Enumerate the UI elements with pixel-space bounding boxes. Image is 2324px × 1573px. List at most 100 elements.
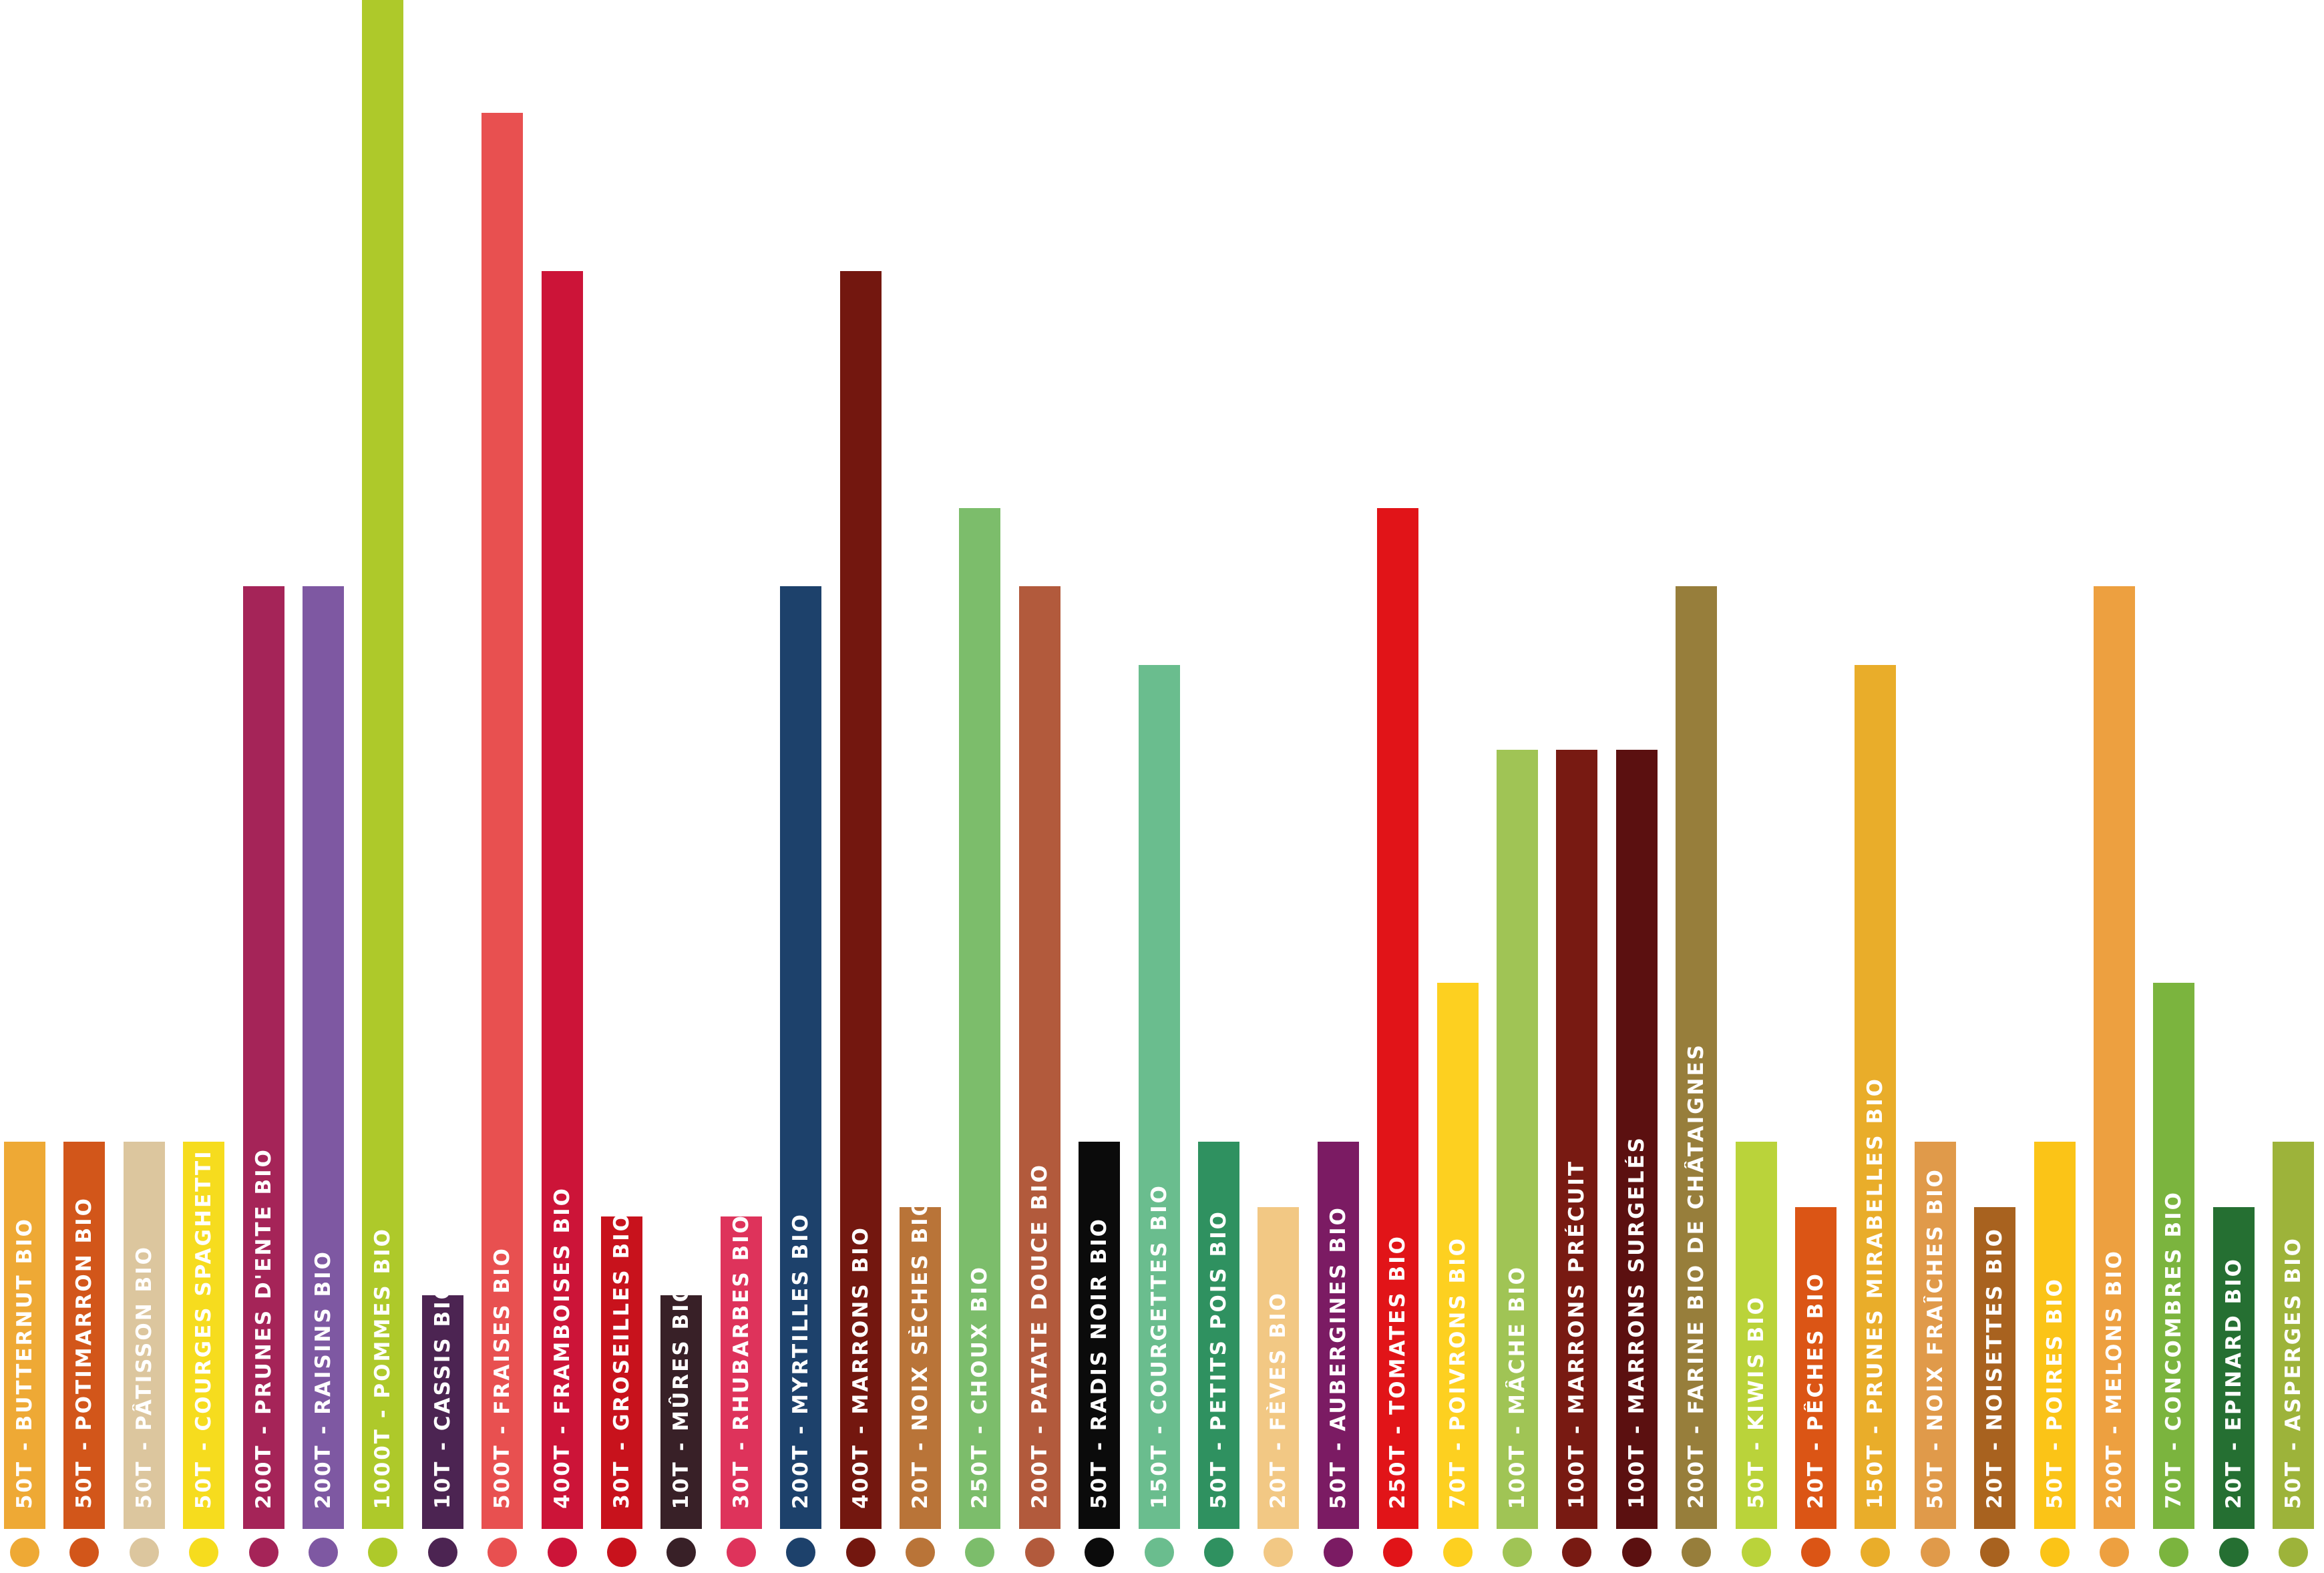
bar-label: 10T - CASSIS BIO bbox=[431, 1280, 455, 1509]
bar-label: 20T - NOISETTES BIO bbox=[1983, 1227, 2007, 1509]
bar: 250T - TOMATES BIO bbox=[1377, 508, 1418, 1529]
raspberry-icon bbox=[548, 1538, 577, 1567]
bar: 20T - PÊCHES BIO bbox=[1795, 1207, 1836, 1529]
bar: 50T - ASPERGES BIO bbox=[2273, 1142, 2314, 1529]
bar: 150T - PRUNES MIRABELLES BIO bbox=[1855, 665, 1896, 1529]
black-radish-icon bbox=[1085, 1538, 1114, 1567]
sweet-potato-icon bbox=[1025, 1538, 1054, 1567]
cucumber-icon bbox=[2159, 1538, 2188, 1567]
bar-label: 200T - MYRTILLES BIO bbox=[789, 1212, 813, 1509]
bar-label: 50T - PÂTISSON BIO bbox=[132, 1245, 156, 1509]
blackcurrant-icon bbox=[428, 1538, 457, 1567]
bar: 1000T - POMMES BIO bbox=[362, 0, 403, 1529]
rhubarb-icon bbox=[727, 1538, 756, 1567]
kiwi-icon bbox=[1742, 1538, 1771, 1567]
bar: 200T - PRUNES D'ENTE BIO bbox=[243, 586, 284, 1529]
bar-label: 250T - CHOUX BIO bbox=[968, 1265, 992, 1509]
bar: 20T - NOIX SÈCHES BIO bbox=[900, 1196, 941, 1529]
walnut-icon bbox=[1921, 1538, 1950, 1567]
bar-label: 200T - MELONS BIO bbox=[2102, 1249, 2126, 1509]
tomato-icon bbox=[1383, 1538, 1412, 1567]
bar-label: 30T - RHUBARBES BIO bbox=[729, 1214, 753, 1509]
bar: 50T - COURGES SPAGHETTI BIO bbox=[183, 1093, 224, 1529]
bar-label: 50T - COURGES SPAGHETTI BIO bbox=[192, 1092, 216, 1509]
chestnut-icon bbox=[1622, 1538, 1652, 1567]
mirabelle-icon bbox=[1861, 1538, 1890, 1567]
bar-label: 70T - POIVRONS BIO bbox=[1446, 1236, 1470, 1509]
butternut-icon bbox=[10, 1538, 39, 1567]
bar: 150T - COURGETTES BIO bbox=[1139, 665, 1180, 1529]
bar-label: 50T - AUBERGINES BIO bbox=[1326, 1205, 1350, 1509]
bar-label: 200T - RAISINS BIO bbox=[311, 1249, 335, 1509]
redcurrant-icon bbox=[607, 1538, 636, 1567]
bar: 50T - KIWIS BIO bbox=[1736, 1142, 1777, 1529]
bar: 70T - POIVRONS BIO bbox=[1437, 983, 1479, 1529]
bar-label: 200T - PRUNES D'ENTE BIO bbox=[252, 1147, 276, 1509]
bar-label: 20T - NOIX SÈCHES BIO bbox=[908, 1196, 932, 1509]
spaghetti-squash-icon bbox=[189, 1538, 218, 1567]
bar-label: 50T - BUTTERNUT BIO bbox=[13, 1216, 37, 1509]
bar: 50T - NOIX FRAÎCHES BIO bbox=[1915, 1142, 1956, 1529]
bar-label: 50T - KIWIS BIO bbox=[1744, 1295, 1768, 1509]
spinach-icon bbox=[2219, 1538, 2249, 1567]
strawberry-icon bbox=[488, 1538, 517, 1567]
bar-label: 50T - NOIX FRAÎCHES BIO bbox=[1923, 1167, 1947, 1509]
bar: 50T - RADIS NOIR BIO bbox=[1079, 1142, 1120, 1529]
bar-label: 10T - MÛRES BIO bbox=[669, 1282, 693, 1509]
pattypan-icon bbox=[130, 1538, 159, 1567]
blackberry-icon bbox=[666, 1538, 696, 1567]
bar: 100T - MARRONS SURGELÉS bbox=[1616, 750, 1658, 1529]
bar-label: 50T - RADIS NOIR BIO bbox=[1087, 1217, 1111, 1509]
bar: 30T - RHUBARBES BIO bbox=[721, 1214, 762, 1529]
walnut-icon bbox=[906, 1538, 935, 1567]
bar-label: 50T - POTIMARRON BIO bbox=[72, 1196, 96, 1509]
pear-icon bbox=[2040, 1538, 2070, 1567]
bar: 50T - AUBERGINES BIO bbox=[1318, 1142, 1359, 1529]
bar: 200T - MYRTILLES BIO bbox=[780, 586, 821, 1529]
bar: 200T - MELONS BIO bbox=[2094, 586, 2135, 1529]
pumpkin-icon bbox=[69, 1538, 99, 1567]
bar-label: 20T - PÊCHES BIO bbox=[1804, 1271, 1828, 1509]
bar: 100T - MARRONS PRÉCUIT bbox=[1556, 750, 1597, 1529]
bar: 30T - GROSEILLES BIO bbox=[601, 1212, 642, 1529]
bar-label: 200T - FARINE BIO DE CHÂTAIGNES bbox=[1684, 1043, 1708, 1509]
bar: 70T - CONCOMBRES BIO bbox=[2153, 983, 2194, 1529]
bar-label: 100T - MARRONS SURGELÉS bbox=[1625, 1136, 1649, 1509]
broad-bean-icon bbox=[1264, 1538, 1293, 1567]
bar: 200T - PATATE DOUCE BIO bbox=[1019, 586, 1060, 1529]
bar-label: 1000T - POMMES BIO bbox=[371, 1226, 395, 1509]
flour-icon bbox=[1682, 1538, 1711, 1567]
bar: 250T - CHOUX BIO bbox=[959, 508, 1000, 1529]
plum-icon bbox=[249, 1538, 278, 1567]
bar-label: 50T - POIRES BIO bbox=[2043, 1277, 2067, 1509]
pepper-icon bbox=[1443, 1538, 1473, 1567]
bar-label: 500T - FRAISES BIO bbox=[490, 1246, 514, 1509]
cabbage-icon bbox=[965, 1538, 994, 1567]
bar: 200T - FARINE BIO DE CHÂTAIGNES bbox=[1676, 586, 1717, 1529]
bar-label: 100T - MÂCHE BIO bbox=[1505, 1265, 1529, 1509]
melon-icon bbox=[2100, 1538, 2129, 1567]
apple-icon bbox=[368, 1538, 397, 1567]
zucchini-icon bbox=[1145, 1538, 1174, 1567]
grapes-icon bbox=[309, 1538, 338, 1567]
bar-label: 100T - MARRONS PRÉCUIT bbox=[1565, 1160, 1589, 1509]
blueberry-icon bbox=[786, 1538, 815, 1567]
bar: 50T - PÂTISSON BIO bbox=[124, 1142, 165, 1529]
bar-label: 400T - FRAMBOISES BIO bbox=[550, 1186, 574, 1509]
lambs-lettuce-icon bbox=[1503, 1538, 1532, 1567]
bar-label: 20T - EPINARD BIO bbox=[2222, 1257, 2246, 1509]
asparagus-icon bbox=[2279, 1538, 2308, 1567]
hazelnut-icon bbox=[1980, 1538, 2009, 1567]
bar: 20T - FÈVES BIO bbox=[1257, 1207, 1299, 1529]
bar: 20T - EPINARD BIO bbox=[2213, 1207, 2255, 1529]
bar-label: 70T - CONCOMBRES BIO bbox=[2162, 1190, 2186, 1509]
chestnut-icon bbox=[846, 1538, 876, 1567]
bar: 400T - FRAMBOISES BIO bbox=[542, 271, 583, 1529]
eggplant-icon bbox=[1324, 1538, 1353, 1567]
bar: 10T - CASSIS BIO bbox=[422, 1280, 463, 1529]
bar: 200T - RAISINS BIO bbox=[303, 586, 344, 1529]
bar-label: 30T - GROSEILLES BIO bbox=[610, 1212, 634, 1509]
bar: 10T - MÛRES BIO bbox=[660, 1283, 702, 1529]
peas-icon bbox=[1204, 1538, 1233, 1567]
